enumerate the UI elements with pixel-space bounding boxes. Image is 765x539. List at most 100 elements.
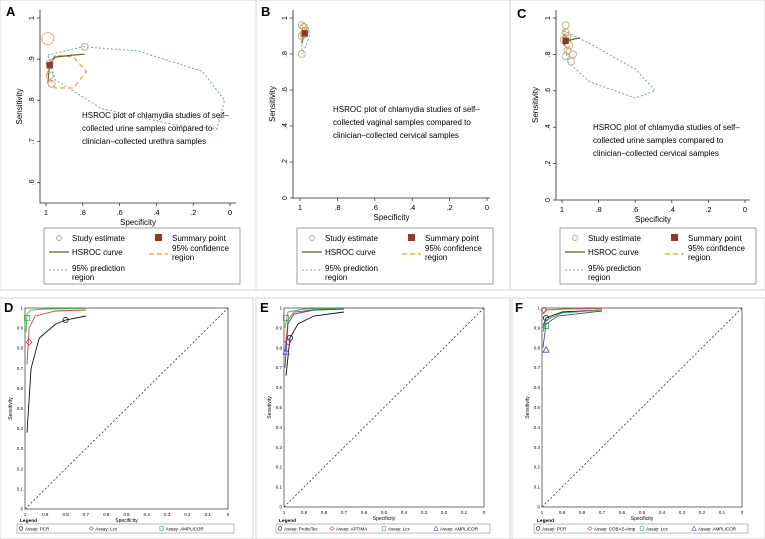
panel-a-y-tick-label: 1	[29, 16, 36, 20]
panel-b-legend-frame	[296, 227, 494, 285]
panel-f-x-tick-label: 0.3	[679, 510, 686, 515]
panel-b-y-tick-label: 1	[282, 16, 289, 20]
panel-f-legend-title: Legend	[537, 518, 554, 524]
panel-f-legend-frame	[533, 523, 749, 534]
panel-b-letter: B	[261, 4, 270, 19]
panel-f-y-tick-label: 0.2	[534, 465, 541, 470]
panel-c: C HSROC plot of chlamydia studies of sel…	[509, 0, 765, 291]
panel-e-frame	[255, 297, 511, 539]
panel-e-x-tick-label: 0.5	[381, 510, 388, 515]
panel-f-y-tick-label: 1	[537, 306, 540, 311]
panel-e-y-tick-label: 0.7	[276, 365, 283, 370]
panel-a-study-point	[45, 71, 54, 80]
panel-f-x-tick-label: 0.5	[639, 510, 646, 515]
panel-c-x-tick-label: .4	[669, 205, 675, 214]
panel-c-study-point	[565, 41, 574, 50]
panel-c-y-tick-label: .6	[545, 88, 552, 94]
panel-f-x-axis-label: Specificity	[631, 516, 654, 522]
panel-d-frame	[0, 297, 254, 539]
panel-f-summary-marker	[542, 345, 550, 353]
panel-e-y-tick-label: 0.8	[276, 345, 283, 350]
panel-f-x-tick-label: 1	[541, 510, 544, 515]
panel-d-y-tick-label: 0.7	[17, 366, 24, 371]
panel-e-sroc-curve	[285, 311, 345, 376]
panel-f-sroc-curve	[542, 309, 603, 329]
panel-b-x-tick-label: 1	[298, 203, 302, 212]
panel-a-x-tick-label: .8	[80, 208, 86, 217]
panel-f-x-tick-label: 0.4	[659, 510, 666, 515]
legend-conf-label: 95% confidence	[172, 244, 229, 253]
panel-d-summary-marker	[25, 338, 33, 346]
panel-a-x-tick-label: .4	[153, 208, 159, 217]
legend-summary-marker	[671, 234, 678, 241]
panel-e-summary-marker	[282, 314, 289, 321]
legend-marker	[433, 525, 439, 531]
panel-c-study-point	[561, 52, 570, 61]
legend-marker	[329, 526, 335, 531]
panel-a-study-point	[80, 42, 89, 51]
legend-marker	[639, 526, 645, 531]
panel-f-y-tick-label: 0	[537, 505, 540, 510]
legend-study-marker	[572, 235, 578, 241]
legend-label: Assay: Lcx	[646, 526, 669, 531]
panel-e-y-tick-label: 1	[279, 306, 282, 311]
panel-e-x-tick-label: 0.7	[341, 510, 348, 515]
panel-f-plot-frame	[541, 307, 743, 508]
panel-e-x-tick-label: 1	[283, 510, 286, 515]
panel-c-legend-frame	[559, 227, 757, 285]
panel-e-letter: E	[260, 300, 269, 315]
panel-b-x-tick-label: .2	[446, 203, 452, 212]
panel-d-x-tick-label: 0.8	[62, 512, 69, 517]
panel-e-x-tick-label: 0.6	[361, 510, 368, 515]
panel-b-x-tick-label: .8	[334, 203, 340, 212]
legend-pred-label: region	[588, 273, 610, 282]
legend-label: Assay: AMPLICOR	[166, 526, 205, 531]
panel-d-y-axis-label: Sensitivity	[8, 397, 14, 420]
panel-a-title-line-3: clinician–collected urethra samples	[82, 137, 206, 146]
panel-a-title-line-1: HSROC plot of chlamydia studies of self–	[82, 111, 229, 120]
panel-c-axes	[555, 10, 750, 201]
panel-d-y-tick-label: 0.1	[17, 486, 24, 491]
panel-a-y-tick-label: .9	[29, 56, 36, 62]
panel-d-legend-title: Legend	[20, 518, 37, 524]
panel-c-prediction-region	[563, 29, 657, 99]
panel-e-x-tick-label: 0.8	[321, 510, 328, 515]
panel-e-y-tick-label: 0.2	[276, 465, 283, 470]
panel-f-y-tick-label: 0.1	[534, 485, 541, 490]
panel-d-chance-diagonal	[24, 307, 229, 510]
legend-marker	[88, 526, 94, 531]
legend-marker	[381, 526, 387, 531]
panel-e-y-tick-label: 0.6	[276, 385, 283, 390]
panel-b-y-tick-label: .6	[282, 87, 289, 93]
panel-b-y-axis-label: Sensitivity	[268, 86, 277, 122]
panel-d-x-tick-label: 0.6	[103, 512, 110, 517]
panel-a-x-tick-label: .2	[190, 208, 196, 217]
panel-d-letter: D	[4, 300, 13, 315]
panel-c-legend: Study estimate Summary point HSROC curve 95…	[559, 227, 757, 285]
legend-pred-label: 95% prediction	[325, 264, 378, 273]
panel-c-y-tick-label: .8	[545, 51, 552, 57]
legend-label: Assay: ProbeTec	[284, 526, 319, 531]
panel-e-chance-diagonal	[283, 307, 485, 508]
panel-c-y-tick-label: .2	[545, 161, 552, 167]
panel-a-study-point	[47, 79, 56, 88]
panel-a-x-axis-label: Specificity	[120, 218, 156, 227]
panel-f-x-tick-label: 0.9	[559, 510, 566, 515]
legend-pred-label: region	[325, 273, 347, 282]
legend-summary-marker	[408, 234, 415, 241]
legend-curve-label: HSROC curve	[325, 248, 376, 257]
panel-c-x-tick-label: 0	[743, 205, 747, 214]
legend-pred-label: 95% prediction	[72, 264, 125, 273]
panel-d-y-tick-label: 1	[20, 306, 23, 311]
panel-e-legend-title: Legend	[279, 518, 296, 524]
legend-summary-label: Summary point	[688, 234, 743, 243]
panel-d-sroc-curve	[26, 315, 86, 433]
panel-f-frame	[511, 297, 765, 539]
panel-d-x-tick-label: 0.7	[83, 512, 90, 517]
panel-d-x-tick-label: 0.1	[205, 512, 212, 517]
panel-d-x-axis-label: Specificity	[115, 518, 138, 524]
panel-d-y-tick-label: 0.9	[17, 326, 24, 331]
panel-a-hsroc-curve	[47, 53, 85, 84]
legend-marker	[587, 526, 593, 531]
legend-pred-label: region	[72, 273, 94, 282]
